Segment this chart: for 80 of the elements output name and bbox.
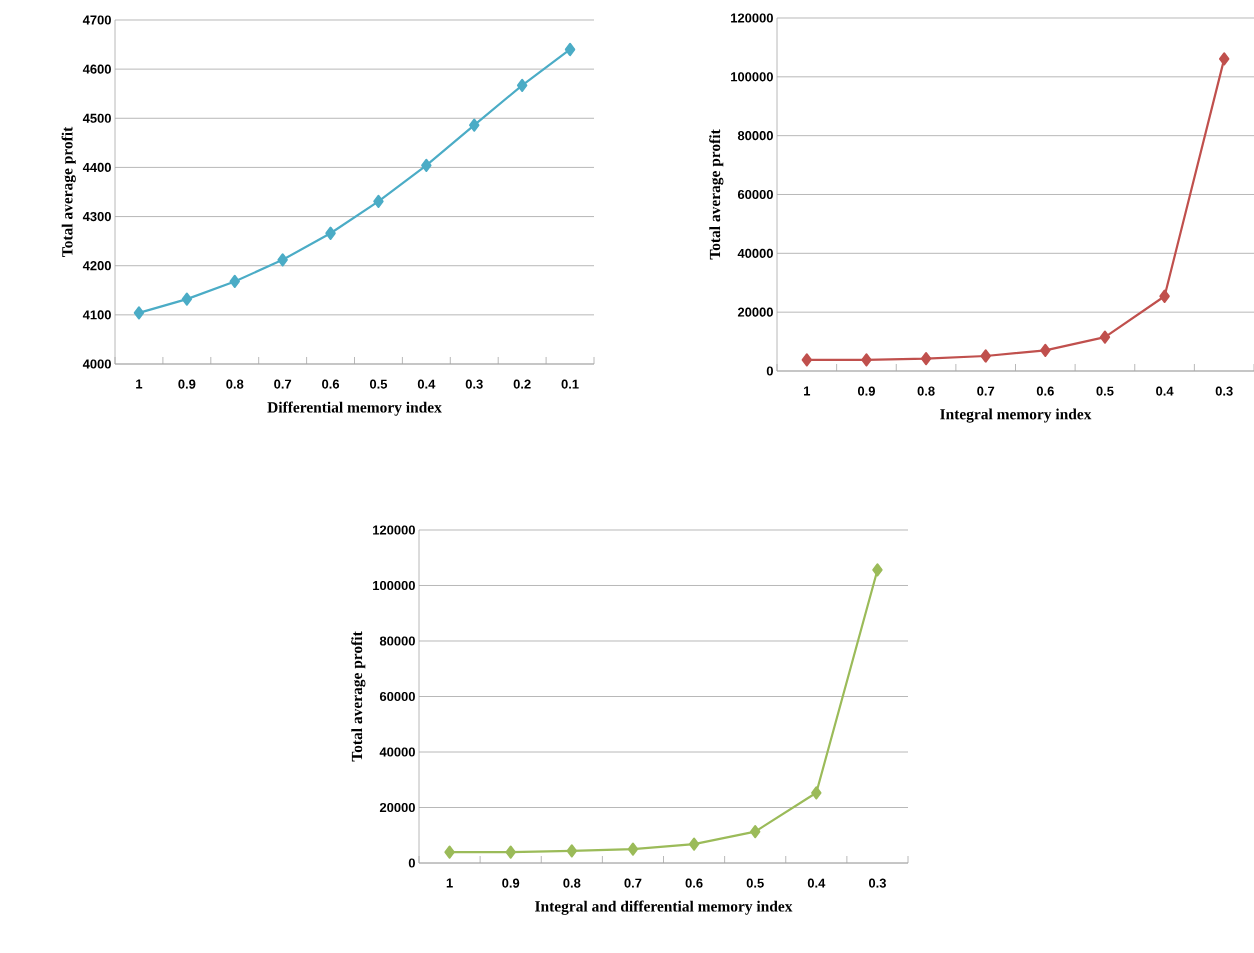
x-tick-label: 0.9 [857,386,875,396]
y-tick-label: 4200 [82,261,111,271]
point [627,842,639,856]
point [1040,343,1051,357]
y-axis-title: Total average profit [351,631,366,762]
x-tick-label: 1 [804,386,811,396]
point [133,306,145,320]
point [801,353,813,367]
y-tick-label: 4300 [82,211,111,222]
x-tick-label: 0.1 [561,379,579,389]
y-tick-label: 40000 [737,248,773,258]
x-tick-label: 0.6 [1036,386,1054,396]
point [1218,52,1230,66]
point [872,563,883,577]
x-tick-label: 0.9 [178,379,196,389]
point [861,353,872,367]
point [516,78,528,92]
point [277,253,288,267]
y-tick-label: 4000 [82,359,111,369]
x-tick-label: 0.6 [685,878,703,888]
point [749,825,761,839]
y-tick-label: 80000 [379,636,415,646]
x-tick-label: 0.4 [1156,386,1174,396]
y-tick-label: 4600 [82,64,111,74]
point [505,845,516,859]
x-tick-label: 0.7 [977,386,995,396]
y-tick-label: 4400 [82,162,111,172]
point [325,226,336,240]
x-tick-label: 0.8 [563,878,581,888]
point [1099,330,1111,344]
x-tick-label: 0.7 [274,379,292,389]
point [421,158,432,173]
x-tick-label: 0.7 [624,878,642,888]
x-tick-label: 0.3 [868,878,886,888]
y-tick-label: 60000 [379,691,415,702]
point [566,844,578,858]
y-tick-label: 4100 [82,310,111,320]
x-tick-label: 0.8 [917,386,935,396]
x-tick-label: 1 [446,878,453,888]
x-axis-title: Differential memory index [267,401,442,416]
x-tick-label: 0.5 [1096,386,1114,396]
y-tick-label: 0 [408,858,415,868]
y-tick-label: 60000 [737,189,773,200]
point [373,194,384,208]
y-tick-label: 4700 [82,15,111,25]
x-tick-label: 0.8 [226,379,244,389]
point [444,845,455,859]
point [688,837,700,851]
point [980,349,991,363]
y-tick-label: 120000 [373,525,415,535]
x-axis-title: Integral memory index [940,408,1092,423]
x-tick-label: 0.5 [746,878,764,888]
y-tick-label: 100000 [731,72,773,82]
y-tick-label: 100000 [373,580,415,591]
point [1159,289,1170,303]
y-tick-label: 20000 [737,307,773,317]
x-axis-title: Integral and differential memory index [535,900,793,915]
x-tick-label: 0.2 [513,379,531,389]
point [920,352,932,366]
point [811,786,822,800]
y-tick-label: 120000 [731,13,773,23]
y-tick-label: 4500 [82,113,111,123]
point [564,42,576,57]
point [469,118,480,132]
y-tick-label: 20000 [379,802,415,813]
y-tick-label: 40000 [379,747,415,757]
x-tick-label: 0.4 [807,878,826,888]
y-axis-title: Total average profit [61,126,76,257]
point [229,274,240,289]
y-axis-title: Total average profit [709,129,724,260]
x-tick-label: 0.4 [417,379,436,389]
x-tick-label: 0.3 [1215,386,1233,396]
x-tick-label: 0.9 [502,878,520,888]
y-tick-label: 80000 [737,131,773,141]
x-tick-label: 0.6 [322,379,340,389]
x-tick-label: 0.5 [369,379,388,389]
y-tick-label: 0 [766,366,773,376]
x-tick-label: 1 [136,379,143,389]
point [181,292,193,306]
x-tick-label: 0.3 [465,379,483,389]
